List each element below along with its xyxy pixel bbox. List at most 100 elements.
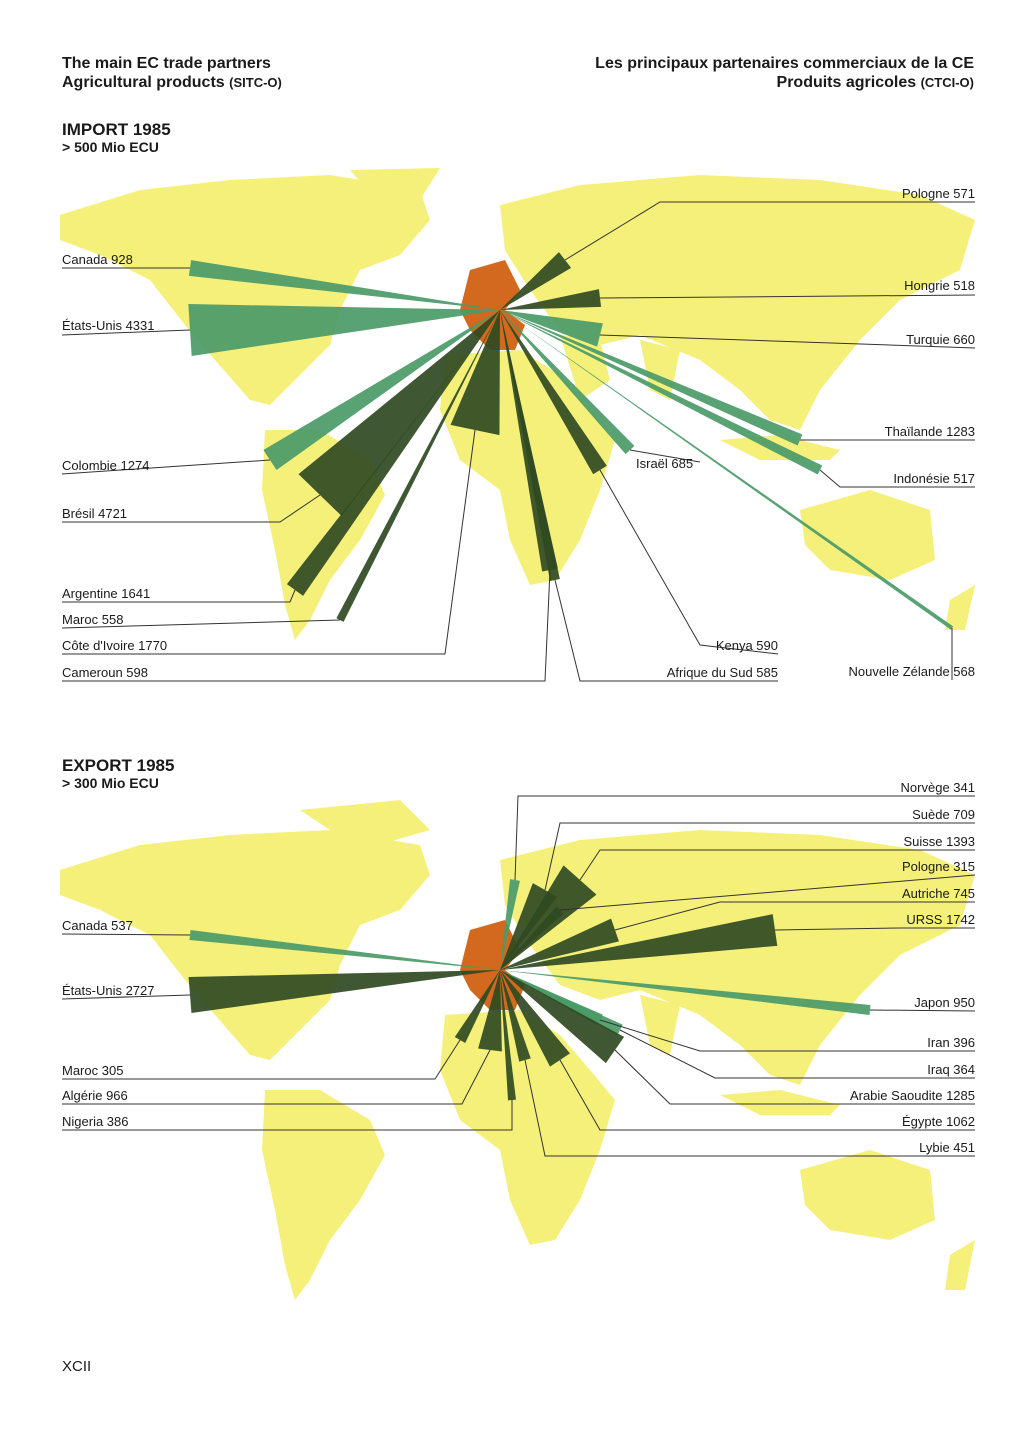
export-label: Lybie 451: [919, 1140, 975, 1155]
import-leader-line: [599, 334, 976, 349]
export-label: Suisse 1393: [903, 834, 975, 849]
export-flow-wedge: [189, 930, 501, 970]
import-leader-line: [62, 569, 551, 682]
import-label: Turquie 660: [906, 332, 975, 347]
export-flow-wedge: [500, 970, 871, 1015]
import-leader-line: [554, 579, 778, 682]
export-leader-line: [619, 1029, 975, 1079]
export-flow-wedge: [500, 970, 623, 1036]
export-title: EXPORT 1985: [62, 756, 175, 775]
import-flow-wedge: [500, 310, 823, 475]
export-flow-wedge: [500, 970, 516, 1101]
export-label: Égypte 1062: [902, 1114, 975, 1129]
import-label: Colombie 1274: [62, 458, 149, 473]
page-number: XCII: [62, 1358, 92, 1375]
export-flow-wedge: [500, 914, 778, 970]
import-flow-wedge: [500, 310, 635, 455]
export-labels: Norvège 341 Suède 709 Suisse 1393 Pologn…: [62, 780, 975, 1155]
export-flow-wedge: [454, 970, 500, 1043]
export-leader-line: [774, 927, 975, 931]
export-leader-line: [544, 822, 975, 891]
export-label: Nigeria 386: [62, 1114, 129, 1129]
import-label: Pologne 571: [902, 186, 975, 201]
import-flow-wedge: [500, 310, 603, 347]
export-flow-wedge: [500, 879, 520, 970]
title-french-sub: Produits agricoles (CTCI-O): [776, 74, 974, 91]
export-leader-line: [599, 1019, 975, 1052]
export-flow-wedge: [500, 970, 625, 1064]
import-leader-line: [564, 201, 975, 261]
import-map: Pologne 571 Canada 928 Hongrie 518 États…: [60, 168, 976, 682]
title-english-sub: Agricultural products (SITC-O): [62, 74, 282, 91]
import-threshold: > 500 Mio ECU: [62, 139, 159, 155]
export-label: Arabie Saoudite 1285: [850, 1088, 975, 1103]
export-label: URSS 1742: [906, 912, 975, 927]
export-leader-line: [62, 1039, 461, 1080]
import-label: Thaïlande 1283: [885, 424, 975, 439]
import-leader-line: [629, 449, 701, 463]
export-flow-wedge: [188, 970, 500, 1013]
import-label: Canada 928: [62, 252, 133, 267]
export-label: Maroc 305: [62, 1063, 123, 1078]
export-flow-wedge: [500, 918, 619, 970]
import-flow-wedge: [336, 310, 500, 622]
export-label: Japon 950: [914, 995, 975, 1010]
ec-countries: [460, 260, 525, 350]
export-leader-line: [579, 849, 975, 881]
import-flow-wedge: [298, 310, 500, 516]
import-label: Hongrie 518: [904, 278, 975, 293]
import-leader-lines: [61, 201, 976, 682]
import-leader-line: [819, 469, 975, 488]
import-leader-line: [61, 459, 271, 475]
export-leader-line: [559, 874, 976, 911]
export-map: Norvège 341 Suède 709 Suisse 1393 Pologn…: [60, 780, 976, 1300]
import-label: États-Unis 4331: [62, 318, 155, 333]
import-title: IMPORT 1985: [62, 120, 171, 139]
import-label: Brésil 4721: [62, 506, 127, 521]
export-leader-line: [62, 1100, 513, 1131]
import-flow-wedge: [500, 310, 803, 446]
export-label: Suède 709: [912, 807, 975, 822]
title-english-main: The main EC trade partners: [62, 55, 271, 72]
export-threshold: > 300 Mio ECU: [62, 775, 159, 791]
export-leader-line: [614, 1049, 975, 1105]
export-label: Algérie 966: [62, 1088, 128, 1103]
ec-countries: [460, 920, 525, 1010]
import-flow-wedge: [500, 310, 954, 630]
export-leader-line: [514, 795, 975, 881]
import-label: Cameroun 598: [62, 665, 148, 680]
export-leader-line: [559, 1059, 975, 1131]
import-flow-wedge: [500, 310, 607, 475]
title-english: The main EC trade partners Agricultural …: [62, 54, 282, 92]
export-label: Autriche 745: [902, 886, 975, 901]
import-label: Maroc 558: [62, 612, 123, 627]
export-leader-line: [61, 994, 191, 1000]
import-label: Indonésie 517: [893, 471, 975, 486]
export-flow-wedge: [478, 970, 502, 1052]
export-label: Norvège 341: [901, 780, 975, 795]
import-leader-line: [62, 429, 476, 655]
title-french: Les principaux partenaires commerciaux d…: [595, 54, 974, 92]
export-heading: EXPORT 1985 > 300 Mio ECU: [62, 756, 174, 792]
import-label: Israël 685: [636, 456, 693, 471]
export-label: Iran 396: [927, 1035, 975, 1050]
import-flow-wedge: [500, 289, 602, 310]
import-flow-wedge: [500, 310, 560, 581]
import-label: Nouvelle Zélande 568: [849, 664, 975, 679]
import-heading: IMPORT 1985 > 500 Mio ECU: [62, 120, 171, 156]
import-label: Côte d'Ivoire 1770: [62, 638, 167, 653]
export-label: Pologne 315: [902, 859, 975, 874]
import-flows: [188, 252, 954, 630]
import-leader-line: [62, 589, 296, 603]
export-flows: [188, 865, 871, 1101]
import-flow-wedge: [500, 252, 572, 310]
import-leader-line: [599, 294, 976, 299]
export-leader-line: [614, 901, 975, 931]
export-leader-lines: [61, 795, 976, 1157]
import-label: Argentine 1641: [62, 586, 150, 601]
import-label: Afrique du Sud 585: [667, 665, 778, 680]
export-leader-line: [62, 1049, 491, 1105]
import-labels: Pologne 571 Canada 928 Hongrie 518 États…: [62, 186, 975, 680]
export-flow-wedge: [500, 970, 570, 1067]
import-flow-wedge: [286, 310, 500, 596]
